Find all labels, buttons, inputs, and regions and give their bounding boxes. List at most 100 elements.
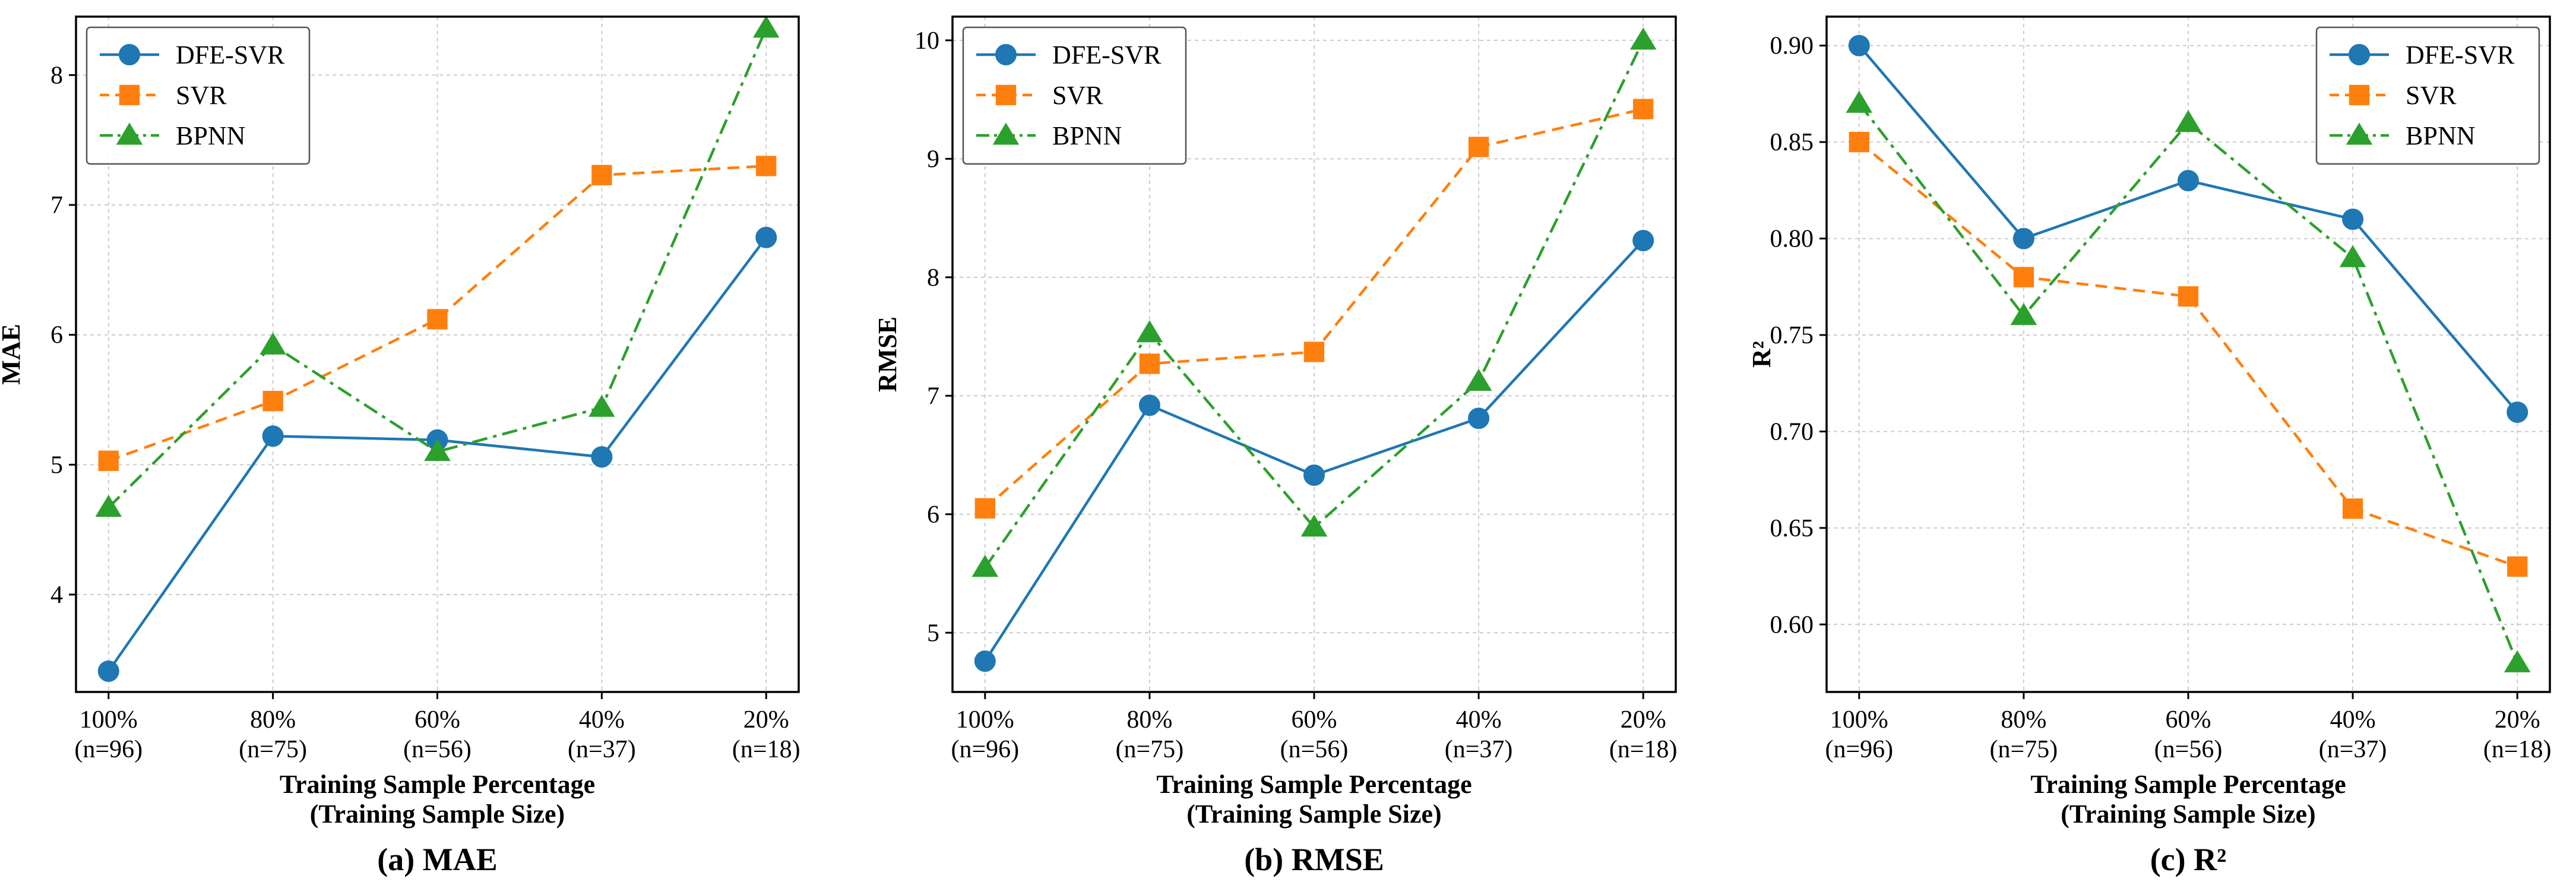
y-tick-label: 4 [50, 581, 63, 609]
data-point-svr [427, 309, 448, 330]
y-tick-label: 0.85 [1770, 129, 1814, 156]
x-tick-sublabel: (n=75) [239, 736, 307, 763]
x-tick-label: 80% [1126, 706, 1172, 734]
x-tick-sublabel: (n=18) [1609, 736, 1678, 763]
chart-panel-3: 0.60 0.65 0.70 0.75 0.80 0.85 0.90 100%(n=96) 80… [1747, 15, 2552, 877]
data-point-dfe-svr [974, 650, 996, 672]
y-axis-title: RMSE [873, 317, 902, 392]
data-point-bpnn [2010, 303, 2037, 325]
x-tick-label: 100% [956, 706, 1014, 734]
x-tick-label: 80% [2001, 706, 2046, 734]
series-line-bpnn [983, 39, 1645, 568]
data-point-svr [1303, 342, 1325, 362]
legend-marker-bpnn [2346, 122, 2373, 145]
x-tick-sublabel: (n=37) [568, 736, 636, 763]
legend-marker-dfe-svr [2349, 44, 2370, 65]
data-point-dfe-svr [1848, 34, 1870, 56]
x-axis-title: Training Sample Percentage [2030, 770, 2346, 799]
x-tick-sublabel: (n=18) [732, 736, 800, 763]
x-axis-title: Training Sample Percentage [1156, 770, 1471, 799]
data-point-svr [1139, 353, 1160, 374]
data-point-svr [2178, 286, 2199, 307]
data-point-svr [2342, 498, 2363, 519]
x-tick-sublabel: (n=96) [951, 736, 1019, 763]
panel-subtitle: (a) MAE [377, 842, 497, 877]
data-point-bpnn [1136, 320, 1163, 343]
data-point-bpnn [1465, 368, 1492, 391]
panel-subtitle: (c) R² [2150, 842, 2227, 877]
y-tick-label: 0.60 [1770, 611, 1814, 639]
x-tick-sublabel: (n=56) [403, 736, 471, 763]
data-point-svr [98, 450, 119, 471]
x-tick-label: 60% [1292, 706, 1337, 734]
y-tick-label: 10 [914, 27, 939, 55]
y-tick-label: 6 [927, 501, 939, 529]
data-point-svr [1849, 132, 1869, 153]
x-tick-sublabel: (n=37) [1445, 736, 1513, 763]
x-tick-label: 40% [1456, 706, 1502, 734]
data-point-dfe-svr [755, 226, 777, 248]
y-tick-label: 0.90 [1770, 33, 1814, 60]
y-tick-label: 8 [50, 62, 63, 89]
data-point-dfe-svr [2342, 208, 2364, 230]
y-tick-label: 9 [927, 146, 939, 173]
data-point-dfe-svr [2178, 170, 2199, 192]
y-tick-label: 7 [50, 192, 63, 219]
legend: DFE-SVR SVR BPNN [2315, 26, 2540, 165]
data-point-svr [591, 165, 612, 185]
data-point-bpnn [2504, 650, 2531, 672]
data-point-bpnn [1846, 90, 1873, 113]
legend-marker-svr [119, 84, 140, 106]
plot-frame [75, 15, 800, 693]
legend-marker-svr [2349, 84, 2370, 106]
data-point-dfe-svr [1303, 464, 1325, 486]
y-tick-label: 5 [50, 451, 63, 479]
x-tick-label: 20% [1621, 706, 1666, 734]
x-tick-label: 80% [250, 706, 296, 734]
x-tick-label: 40% [579, 706, 625, 734]
data-point-svr [1633, 99, 1654, 119]
legend-label: DFE-SVR [176, 40, 285, 69]
y-tick-label: 0.80 [1770, 226, 1814, 253]
x-tick-label: 40% [2330, 706, 2376, 734]
x-axis-subtitle: (Training Sample Size) [2061, 799, 2315, 829]
data-point-dfe-svr [1632, 230, 1654, 252]
series-line-bpnn [107, 27, 768, 509]
legend-marker-bpnn [116, 122, 143, 145]
legend-box [86, 26, 311, 165]
data-point-dfe-svr [1138, 394, 1160, 416]
data-point-dfe-svr [2507, 401, 2528, 423]
data-point-dfe-svr [1468, 407, 1490, 429]
series-line-svr [107, 165, 767, 462]
data-point-dfe-svr [591, 446, 613, 468]
series-line-svr [1858, 141, 2518, 568]
x-tick-sublabel: (n=18) [2483, 736, 2552, 763]
data-point-dfe-svr [262, 425, 284, 447]
legend-marker-dfe-svr [995, 44, 1017, 65]
x-axis-subtitle: (Training Sample Size) [1186, 799, 1441, 829]
data-point-svr [262, 391, 283, 412]
x-axis-subtitle: (Training Sample Size) [310, 799, 565, 829]
data-point-bpnn [2339, 245, 2366, 267]
panel-subtitle: (b) RMSE [1244, 842, 1384, 877]
x-tick-label: 20% [2495, 706, 2540, 734]
x-tick-sublabel: (n=96) [74, 736, 143, 763]
legend-marker-bpnn [992, 122, 1020, 145]
x-tick-sublabel: (n=37) [2319, 736, 2387, 763]
legend-label: SVR [176, 81, 227, 110]
x-tick-label: 60% [414, 706, 460, 734]
legend-label: SVR [1052, 81, 1103, 110]
y-axis-title: MAE [0, 324, 26, 385]
legend-label: SVR [2406, 81, 2457, 110]
data-point-svr [974, 498, 995, 519]
data-point-svr [756, 156, 777, 176]
data-point-bpnn [424, 438, 451, 462]
data-point-svr [2507, 556, 2528, 577]
legend-marker-svr [995, 84, 1017, 106]
chart-panel-2: 5678910100%(n=96)80%(n=75)60%(n=56)40%(n… [873, 15, 1678, 877]
legend-box [2315, 26, 2540, 165]
y-tick-label: 8 [927, 264, 939, 292]
y-tick-label: 0.70 [1770, 418, 1814, 445]
legend-label: BPNN [2406, 121, 2475, 150]
